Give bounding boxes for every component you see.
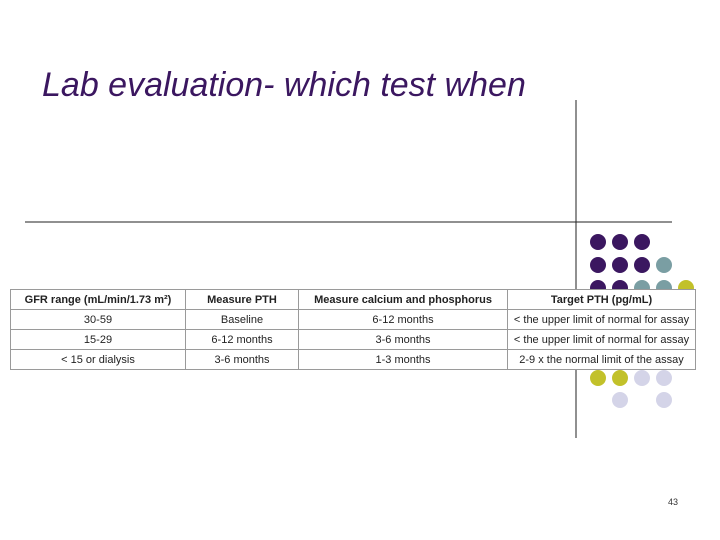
cell: < the upper limit of normal for assay: [507, 309, 696, 330]
cell: 30-59: [10, 309, 186, 330]
cell: 15-29: [10, 329, 186, 350]
row: 15-29 6-12 months 3-6 months < the upper…: [10, 329, 696, 350]
cell: 3-6 months: [185, 349, 299, 370]
column-header: Target PTH (pg/mL): [507, 289, 696, 310]
page-number: 43: [668, 497, 679, 507]
dot: [634, 370, 650, 386]
dot: [656, 392, 672, 408]
column-header: GFR range (mL/min/1.73 m²): [10, 289, 186, 310]
cell: 6-12 months: [185, 329, 299, 350]
cell: < the upper limit of normal for assay: [507, 329, 696, 350]
slide-title: Lab evaluation- which test when: [42, 66, 526, 104]
dot: [656, 370, 672, 386]
dot: [612, 370, 628, 386]
dot: [634, 234, 650, 250]
row: 30-59 Baseline 6-12 months < the upper l…: [10, 309, 696, 330]
table: GFR range (mL/min/1.73 m²) Measure PTH M…: [10, 289, 696, 370]
dot: [590, 370, 606, 386]
cell: 6-12 months: [298, 309, 508, 330]
dot: [590, 234, 606, 250]
dot: [656, 257, 672, 273]
dot: [590, 257, 606, 273]
dot: [634, 257, 650, 273]
dot: [612, 392, 628, 408]
dot: [612, 234, 628, 250]
row: < 15 or dialysis 3-6 months 1-3 months 2…: [10, 349, 696, 370]
column-header: Measure calcium and phosphorus: [298, 289, 508, 310]
cell: 3-6 months: [298, 329, 508, 350]
cell: < 15 or dialysis: [10, 349, 186, 370]
cell: Baseline: [185, 309, 299, 330]
dots: [590, 234, 694, 408]
dot: [612, 257, 628, 273]
column-header: Measure PTH: [185, 289, 299, 310]
header-row: GFR range (mL/min/1.73 m²) Measure PTH M…: [10, 289, 696, 310]
cell: 1-3 months: [298, 349, 508, 370]
cell: 2-9 x the normal limit of the assay: [507, 349, 696, 370]
